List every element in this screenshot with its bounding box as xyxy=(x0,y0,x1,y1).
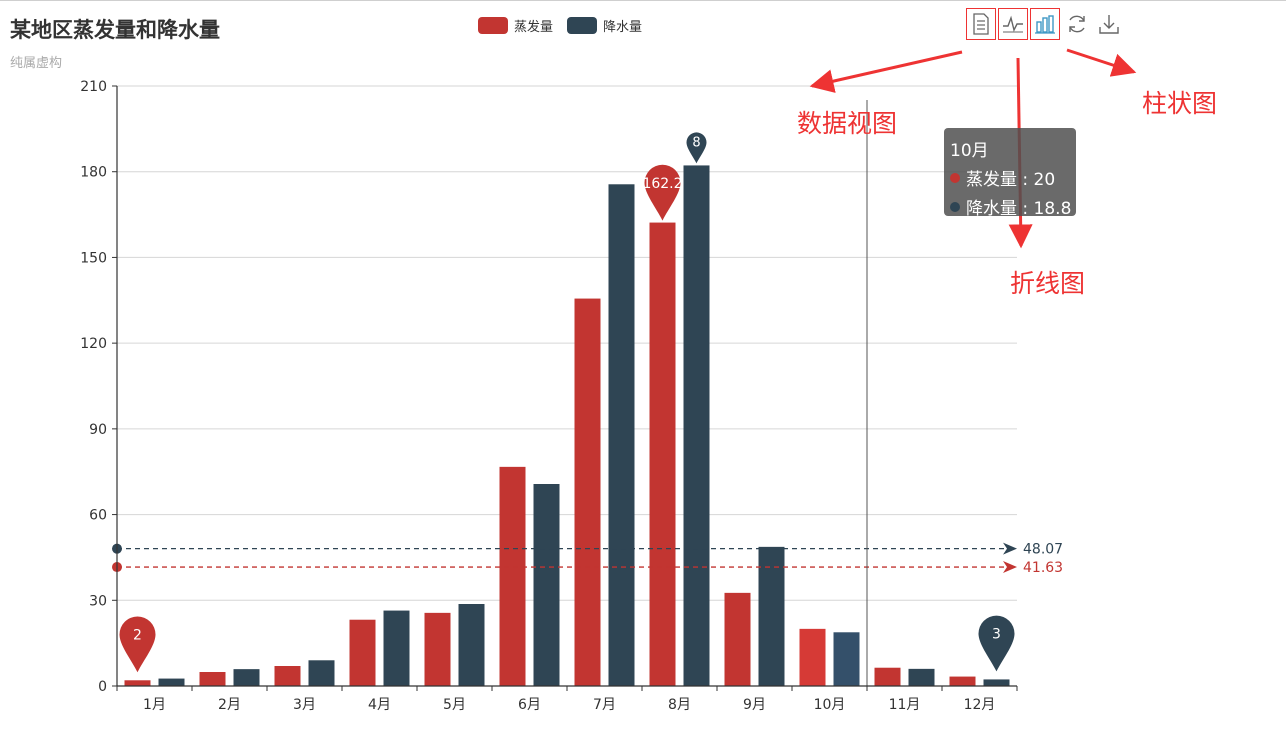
bar-evaporation[interactable] xyxy=(349,619,376,686)
bar-precipitation[interactable] xyxy=(383,610,410,686)
bar-evaporation[interactable] xyxy=(874,667,901,686)
x-tick-label: 3月 xyxy=(293,697,316,713)
legend-label-precipitation: 降水量 xyxy=(603,20,643,35)
x-tick-label: 12月 xyxy=(964,697,996,713)
restore-button[interactable] xyxy=(1062,8,1092,40)
tooltip-header: 10月 xyxy=(950,141,989,161)
bar-precipitation[interactable] xyxy=(458,604,485,686)
line-chart-button[interactable] xyxy=(998,8,1028,40)
annotation-bar-chart: 柱状图 xyxy=(1142,89,1218,118)
x-tick-label: 6月 xyxy=(518,697,541,713)
arrow-bar-chart xyxy=(1066,48,1137,77)
legend-item-evaporation[interactable]: 蒸发量 xyxy=(478,16,553,35)
bar-evaporation[interactable] xyxy=(424,612,451,686)
x-tick-label: 9月 xyxy=(743,697,766,713)
y-tick-label: 180 xyxy=(80,165,107,181)
legend-label-evaporation: 蒸发量 xyxy=(514,20,554,35)
bar-evaporation[interactable] xyxy=(574,298,601,686)
data-view-icon xyxy=(973,13,989,35)
download-button[interactable] xyxy=(1094,8,1124,40)
mark-point-pin xyxy=(644,164,681,221)
bar-precipitation[interactable] xyxy=(908,668,935,686)
markline-arrow xyxy=(1003,542,1017,555)
bar-precipitation[interactable] xyxy=(758,546,785,686)
mark-point-label: 8 xyxy=(692,135,700,150)
bar-precipitation[interactable] xyxy=(158,678,185,686)
mark-point-pin xyxy=(119,616,156,673)
chart-title: 某地区蒸发量和降水量 xyxy=(10,18,220,42)
bar-precipitation[interactable] xyxy=(683,165,710,686)
annotation-line-chart: 折线图 xyxy=(1010,269,1086,298)
y-tick-label: 120 xyxy=(80,336,107,352)
y-tick-label: 90 xyxy=(89,422,107,438)
x-tick-label: 11月 xyxy=(889,697,921,713)
bar-precipitation[interactable] xyxy=(233,669,260,686)
legend-item-precipitation[interactable]: 降水量 xyxy=(567,16,642,35)
tooltip-row-evaporation: 蒸发量 : 20 xyxy=(950,165,1076,190)
mark-point-label: 162.2 xyxy=(642,176,682,192)
toolbox xyxy=(966,8,1124,40)
markline-arrow xyxy=(1003,561,1017,574)
x-tick-label: 4月 xyxy=(368,697,391,713)
tooltip-dot-evaporation xyxy=(950,172,960,183)
bar-evaporation[interactable] xyxy=(124,680,151,686)
tooltip-row-precipitation: 降水量 : 18.8 xyxy=(950,194,1076,219)
bar-evaporation[interactable] xyxy=(949,676,976,686)
bar-evaporation[interactable] xyxy=(274,666,301,686)
legend: 蒸发量 降水量 xyxy=(478,16,642,35)
mark-point-pin xyxy=(978,615,1015,672)
legend-swatch-precipitation xyxy=(567,17,598,34)
bar-precipitation[interactable] xyxy=(608,184,635,687)
x-tick-label: 1月 xyxy=(143,697,166,713)
data-view-button[interactable] xyxy=(966,8,996,40)
mark-point-pin xyxy=(686,132,707,164)
x-tick-label: 2月 xyxy=(218,697,241,713)
y-tick-label: 60 xyxy=(89,508,107,524)
markline-label: 41.63 xyxy=(1023,560,1063,576)
legend-swatch-evaporation xyxy=(478,17,508,34)
tooltip-value-evaporation: 蒸发量 : 20 xyxy=(966,170,1056,190)
restore-icon xyxy=(1069,15,1085,33)
arrow-data-view xyxy=(809,50,963,93)
bar-chart-button[interactable] xyxy=(1030,8,1060,40)
y-tick-label: 150 xyxy=(80,250,107,266)
x-tick-label: 10月 xyxy=(814,697,846,713)
mark-point-label: 2 xyxy=(133,627,142,643)
markline-label: 48.07 xyxy=(1023,542,1063,558)
bar-chart-icon xyxy=(1035,15,1055,34)
bar-precipitation[interactable] xyxy=(533,484,560,686)
bar-evaporation[interactable] xyxy=(799,628,826,686)
tooltip-dot-precipitation xyxy=(950,201,960,212)
bar-precipitation[interactable] xyxy=(833,632,860,686)
bar-evaporation[interactable] xyxy=(199,672,226,686)
tooltip: 10月 蒸发量 : 20 降水量 : 18.8 xyxy=(944,128,1076,219)
chart-subtitle: 纯属虚构 xyxy=(10,56,63,71)
top-border xyxy=(0,0,1286,1)
tooltip-value-precipitation: 降水量 : 18.8 xyxy=(966,199,1072,219)
x-tick-label: 7月 xyxy=(593,697,616,713)
download-icon xyxy=(1099,15,1119,34)
y-tick-label: 0 xyxy=(98,679,107,695)
y-tick-label: 210 xyxy=(80,79,107,95)
x-tick-label: 5月 xyxy=(443,697,466,713)
mark-point-label: 3 xyxy=(992,627,1001,643)
line-chart-icon xyxy=(1003,15,1023,33)
x-tick-label: 8月 xyxy=(668,697,691,713)
bar-evaporation[interactable] xyxy=(724,592,751,686)
bar-evaporation[interactable] xyxy=(649,222,676,687)
bar-evaporation[interactable] xyxy=(499,466,526,686)
y-tick-label: 30 xyxy=(89,593,107,609)
bar-precipitation[interactable] xyxy=(308,660,335,686)
bar-precipitation[interactable] xyxy=(983,679,1010,686)
annotation-data-view: 数据视图 xyxy=(797,109,898,138)
